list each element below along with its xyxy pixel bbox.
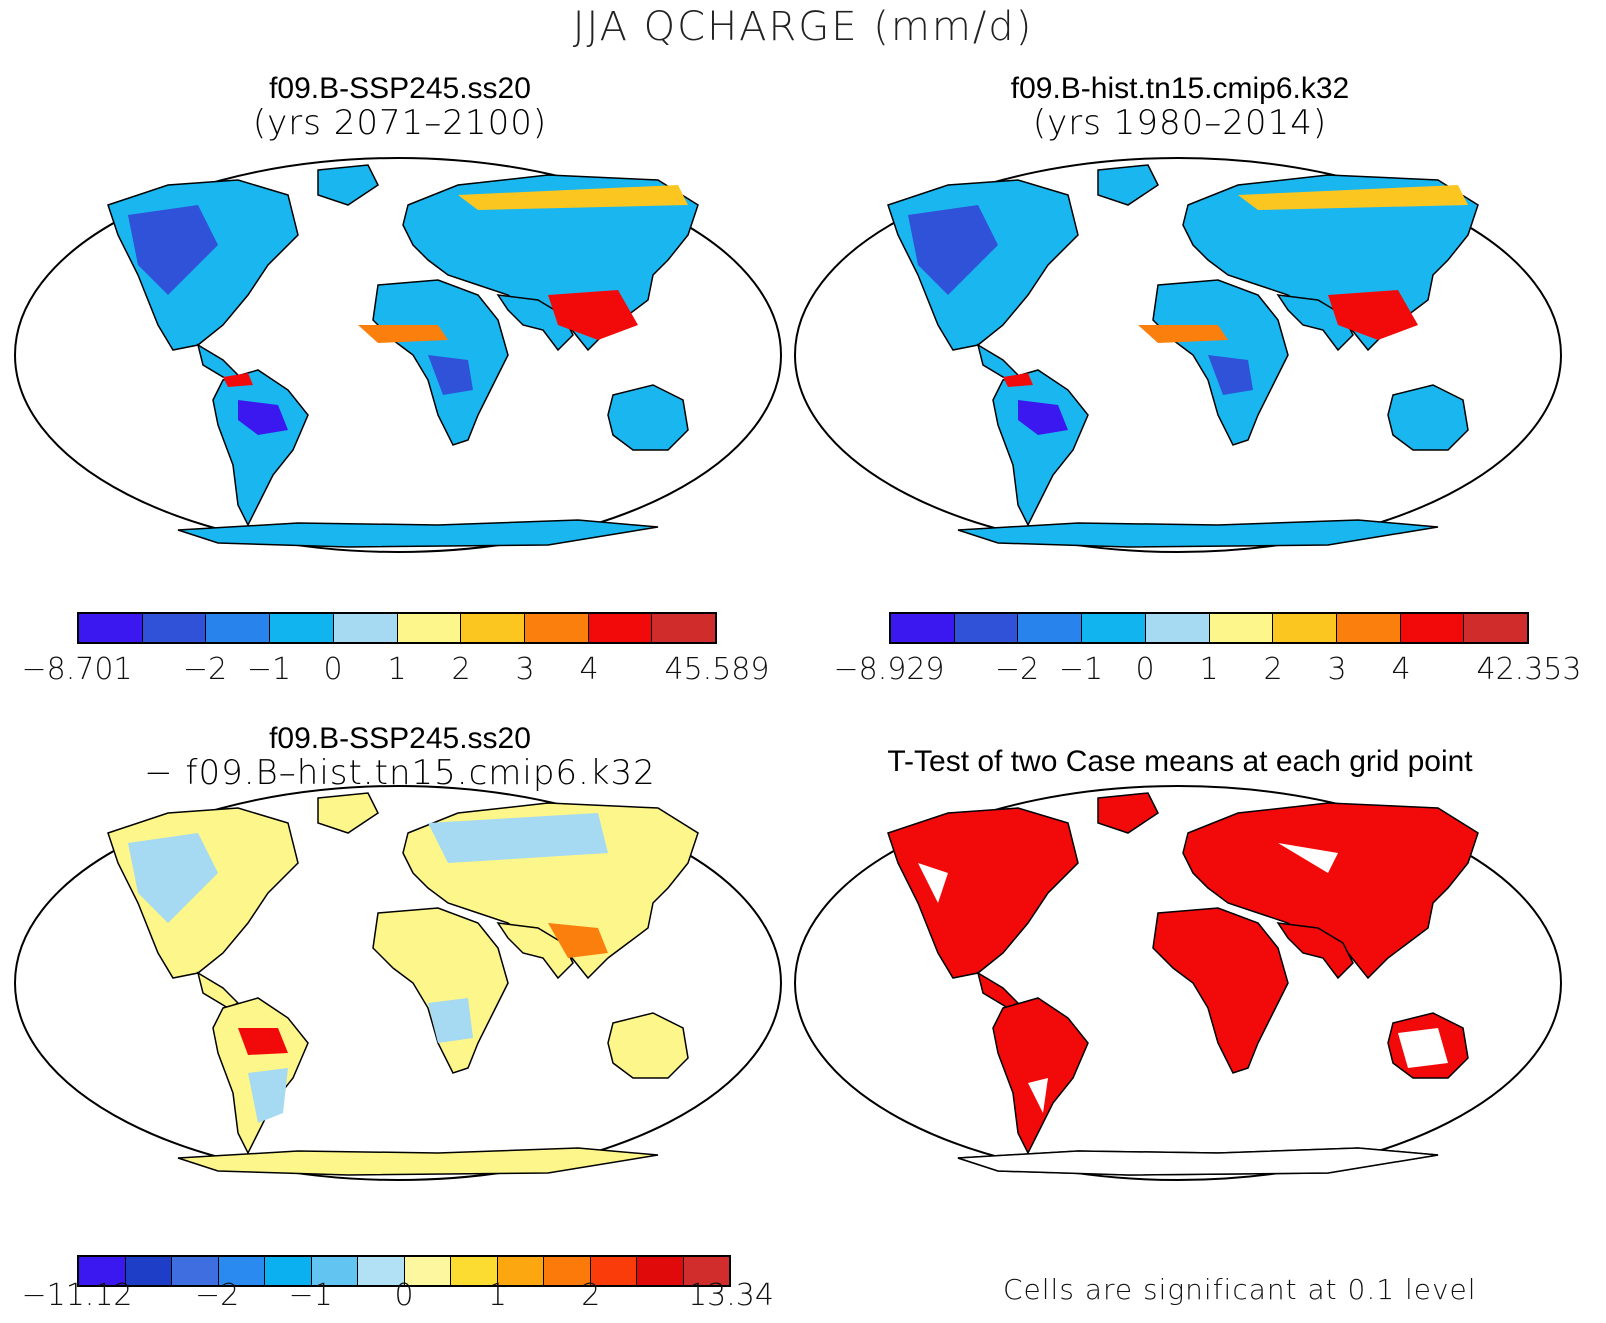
colorbar-swatch xyxy=(451,1257,498,1285)
colorbar-tick-label: −1 xyxy=(288,1278,333,1313)
panel2-years: (yrs 1980–2014) xyxy=(1032,103,1328,143)
colorbar-swatch xyxy=(954,614,1019,642)
colorbar-tick-label: −2 xyxy=(182,652,228,687)
colorbar-swatch xyxy=(1273,614,1337,642)
colorbar-swatch xyxy=(1400,614,1465,642)
colorbar-tick-label: −11.12 xyxy=(21,1278,133,1313)
colorbar-tick-label: 0 xyxy=(1135,652,1155,687)
colorbar-swatch xyxy=(1464,614,1528,642)
panel1-years: (yrs 2071–2100) xyxy=(252,103,548,143)
colorbar-swatch xyxy=(590,1257,637,1285)
panel4-title: T-Test of two Case means at each grid po… xyxy=(810,745,1550,779)
panel3-colorbar-labels: −11.12 −2 −1 0 1 2 13.34 xyxy=(21,1278,773,1314)
colorbar-swatch xyxy=(461,614,525,642)
colorbar-tick-label: 13.34 xyxy=(688,1278,774,1313)
panel3-minus-case: − f09.B–hist.tn15.cmip6.k32 xyxy=(144,753,656,793)
colorbar-swatch xyxy=(311,1257,358,1285)
panel2-map xyxy=(794,157,1562,553)
colorbar-tick-label: −2 xyxy=(994,652,1040,687)
colorbar-tick-label: 2 xyxy=(1263,652,1283,687)
colorbar-swatch xyxy=(218,1257,265,1285)
panel2-colorbar xyxy=(889,612,1529,644)
colorbar-tick-label: 1 xyxy=(387,652,407,687)
colorbar-swatch xyxy=(637,1257,684,1285)
panel4-map xyxy=(794,785,1562,1181)
panel2-title: f09.B-hist.tn15.cmip6.k32 (yrs 1980–2014… xyxy=(810,72,1550,140)
colorbar-swatch xyxy=(142,614,207,642)
colorbar-swatch xyxy=(333,614,398,642)
significance-note: Cells are significant at 0.1 level xyxy=(1003,1273,1477,1306)
colorbar-tick-label: −1 xyxy=(1058,652,1104,687)
colorbar-tick-label: 0 xyxy=(323,652,343,687)
panel3-colorbar xyxy=(77,1255,731,1287)
panel1-colorbar-labels: −8.701 −2 −1 0 1 2 3 4 45.589 xyxy=(21,652,769,688)
colorbar-tick-label: −8.929 xyxy=(833,652,945,687)
panel1-map xyxy=(14,157,782,553)
panel1-title: f09.B-SSP245.ss20 (yrs 2071–2100) xyxy=(30,72,770,140)
colorbar-swatch xyxy=(1082,614,1146,642)
figure-title: JJA QCHARGE (mm/d) xyxy=(572,4,1034,50)
colorbar-swatch xyxy=(79,614,143,642)
colorbar-tick-label: 1 xyxy=(1199,652,1219,687)
colorbar-swatch xyxy=(588,614,653,642)
panel3-title: f09.B-SSP245.ss20 − f09.B–hist.tn15.cmip… xyxy=(30,722,770,790)
colorbar-swatch xyxy=(206,614,271,642)
colorbar-tick-label: 2 xyxy=(451,652,471,687)
colorbar-swatch xyxy=(1209,614,1274,642)
colorbar-swatch xyxy=(265,1257,312,1285)
colorbar-swatch xyxy=(1018,614,1083,642)
colorbar-tick-label: −1 xyxy=(246,652,292,687)
colorbar-tick-label: 3 xyxy=(515,652,535,687)
colorbar-swatch xyxy=(270,614,334,642)
colorbar-tick-label: 1 xyxy=(487,1278,507,1313)
panel1-colorbar xyxy=(77,612,717,644)
colorbar-tick-label: 3 xyxy=(1327,652,1347,687)
colorbar-swatch xyxy=(683,1257,729,1285)
panel4-ttest-title: T-Test of two Case means at each grid po… xyxy=(887,745,1473,778)
colorbar-swatch xyxy=(79,1257,126,1285)
panel1-case-name: f09.B-SSP245.ss20 xyxy=(269,72,531,105)
colorbar-tick-label: −2 xyxy=(195,1278,240,1313)
colorbar-tick-label: 0 xyxy=(394,1278,414,1313)
colorbar-tick-label: 4 xyxy=(1391,652,1411,687)
panel2-colorbar-labels: −8.929 −2 −1 0 1 2 3 4 42.353 xyxy=(833,652,1581,688)
colorbar-tick-label: 2 xyxy=(581,1278,601,1313)
colorbar-swatch xyxy=(358,1257,405,1285)
colorbar-swatch xyxy=(1336,614,1401,642)
colorbar-tick-label: 4 xyxy=(579,652,599,687)
panel3-map xyxy=(14,785,782,1181)
colorbar-swatch xyxy=(125,1257,172,1285)
colorbar-swatch xyxy=(497,1257,544,1285)
colorbar-swatch xyxy=(652,614,716,642)
colorbar-swatch xyxy=(404,1257,451,1285)
colorbar-tick-label: −8.701 xyxy=(21,652,133,687)
colorbar-tick-label: 45.589 xyxy=(664,652,770,687)
panel2-case-name: f09.B-hist.tn15.cmip6.k32 xyxy=(1010,72,1350,105)
colorbar-swatch xyxy=(544,1257,591,1285)
colorbar-swatch xyxy=(397,614,462,642)
colorbar-tick-label: 42.353 xyxy=(1476,652,1582,687)
panel3-case-name: f09.B-SSP245.ss20 xyxy=(269,722,531,755)
colorbar-swatch xyxy=(1145,614,1210,642)
colorbar-swatch xyxy=(524,614,589,642)
colorbar-swatch xyxy=(172,1257,219,1285)
colorbar-swatch xyxy=(891,614,955,642)
